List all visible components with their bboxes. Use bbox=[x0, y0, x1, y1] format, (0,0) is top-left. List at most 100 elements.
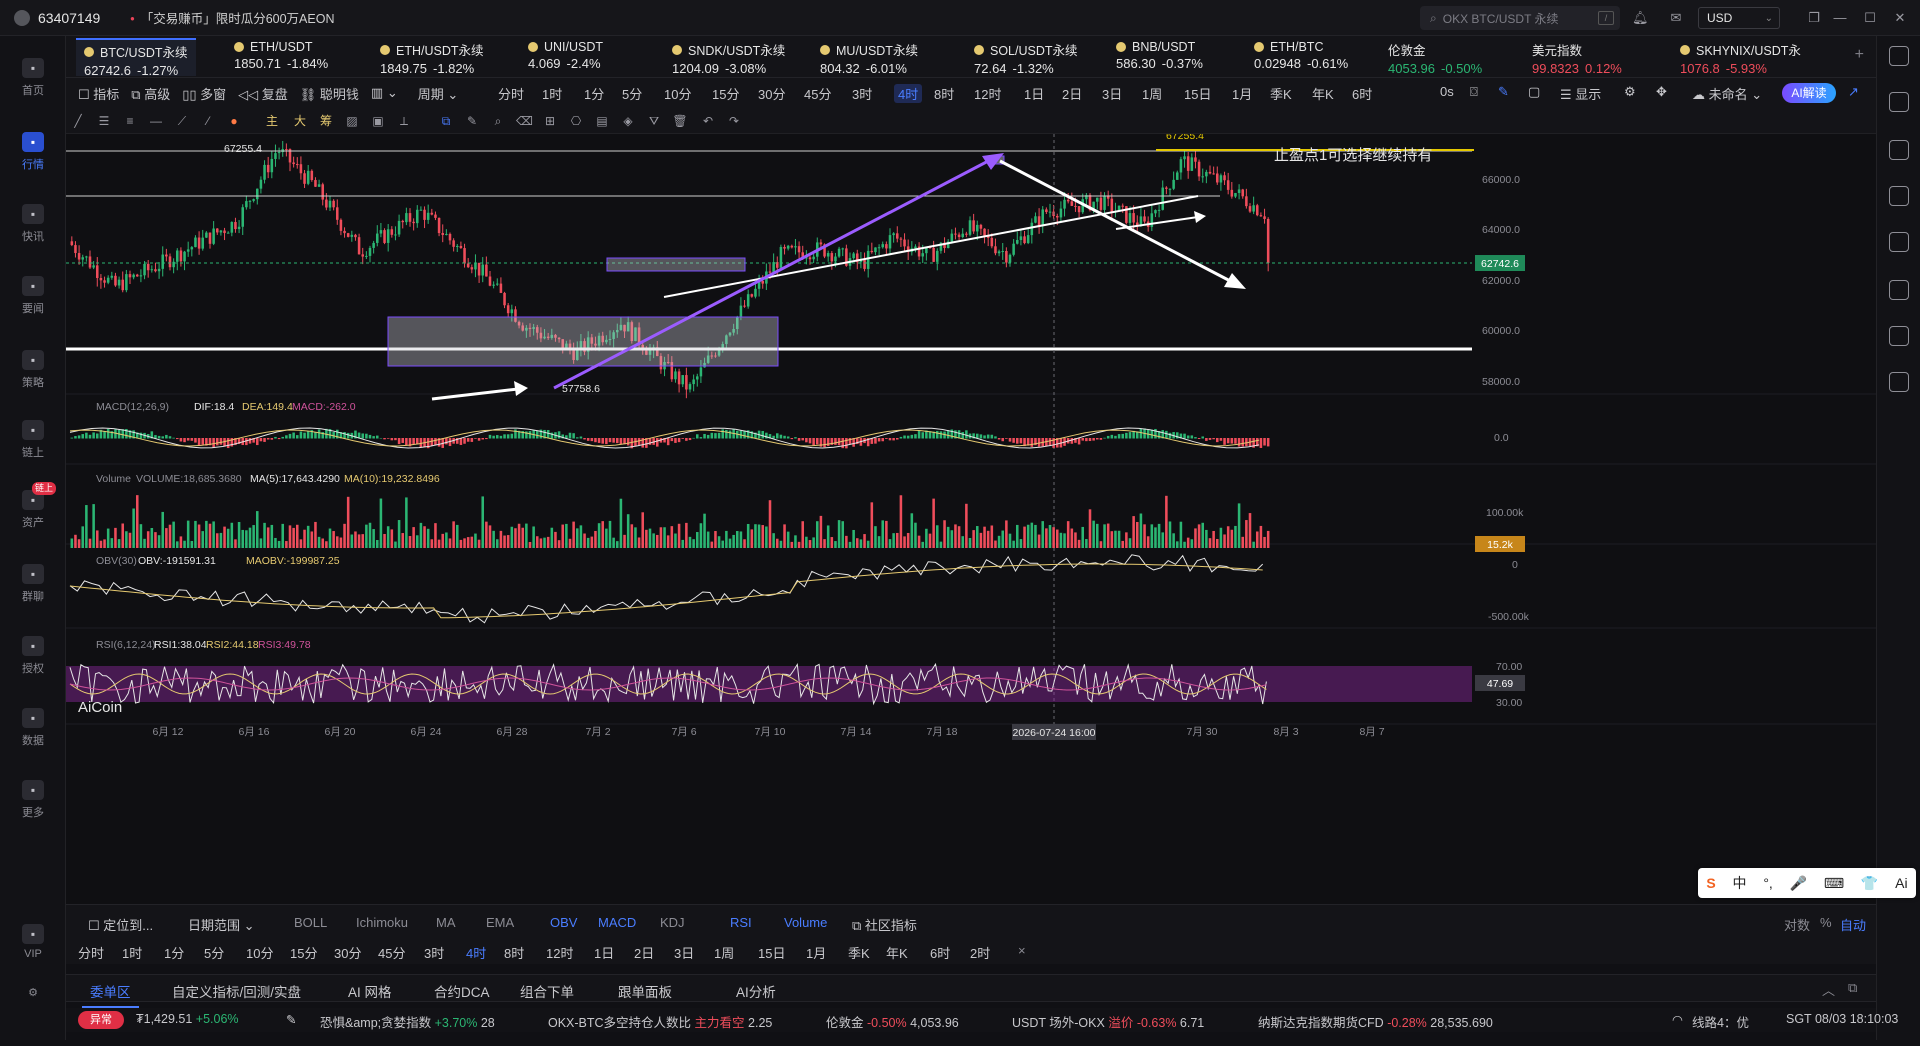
chart-icon[interactable] bbox=[1889, 186, 1909, 206]
community-indicator-button[interactable]: ⧉ 社区指标 bbox=[852, 918, 917, 933]
period-option[interactable]: 5分 bbox=[622, 87, 643, 102]
ticker-tab[interactable]: UNI/USDT 4.069 -2.4% bbox=[520, 38, 611, 76]
camera-icon[interactable]: ⌼ bbox=[1470, 84, 1478, 99]
ime-button[interactable]: 👕 bbox=[1860, 874, 1879, 891]
ticker-tab[interactable]: ETH/USDT永续 1849.75 -1.82% bbox=[372, 38, 492, 76]
filter-icon[interactable]: ⛛ bbox=[648, 114, 660, 128]
period-option[interactable]: 15分 bbox=[712, 87, 740, 102]
bottom-period-option[interactable]: 1月 bbox=[806, 946, 827, 961]
period-option[interactable]: 季K bbox=[1270, 87, 1292, 102]
date-range-button[interactable]: 日期范围 ⌄ bbox=[188, 918, 255, 933]
period-option[interactable]: 15日 bbox=[1184, 87, 1212, 102]
nav-item-0[interactable]: ▪ 首页 bbox=[0, 50, 66, 110]
locate-button[interactable]: ☐ 定位到... bbox=[88, 918, 154, 933]
bottom-period-option[interactable]: 年K bbox=[886, 946, 908, 961]
ticker-tab[interactable]: SNDK/USDT永续 1204.09 -3.08% bbox=[664, 38, 793, 76]
nav-item-5[interactable]: ▪ 链上 bbox=[0, 412, 66, 472]
share-icon[interactable]: ↗ bbox=[1848, 84, 1859, 99]
indicator-icon[interactable] bbox=[1889, 232, 1909, 252]
ime-button[interactable]: Ai bbox=[1895, 875, 1908, 891]
nav-item-1[interactable]: ▪ 行情 bbox=[0, 124, 66, 184]
template-select[interactable]: ☁ 未命名 ⌄ bbox=[1692, 87, 1763, 102]
indicator-toggle[interactable]: MA bbox=[436, 915, 456, 930]
horizontal-lines-icon[interactable]: ☰ bbox=[98, 114, 110, 128]
bottom-period-option[interactable]: 1日 bbox=[594, 946, 615, 961]
maximize-icon[interactable]: ☐ bbox=[1864, 10, 1876, 25]
measure-icon[interactable]: ⟂ bbox=[399, 114, 408, 128]
bottom-period-option[interactable]: 1周 bbox=[714, 946, 735, 961]
calculator-icon[interactable] bbox=[1889, 326, 1909, 346]
close-icon[interactable]: ✕ bbox=[1894, 10, 1906, 25]
trash-icon[interactable]: 🗑︎ bbox=[672, 114, 688, 128]
period-option[interactable]: 30分 bbox=[758, 87, 786, 102]
zoom-icon[interactable]: ⌕ bbox=[494, 114, 502, 128]
bottom-period-option[interactable]: 2时 bbox=[970, 946, 991, 961]
edit-icon[interactable]: ✎ bbox=[286, 1013, 297, 1027]
period-option[interactable]: 年K bbox=[1312, 87, 1334, 102]
period-dropdown[interactable]: 周期 ⌄ bbox=[417, 86, 459, 102]
period-option[interactable]: 4时 bbox=[894, 84, 923, 103]
ime-button[interactable]: 中 bbox=[1732, 875, 1747, 891]
multi-window-button[interactable]: ▯▯ 多窗 bbox=[182, 86, 227, 102]
period-option[interactable]: 1周 bbox=[1142, 87, 1163, 102]
ticker-tab[interactable]: ETH/USDT 1850.71 -1.84% bbox=[226, 38, 336, 76]
promo-banner[interactable]: • 「交易赚币」限时瓜分600万AEON bbox=[130, 8, 334, 27]
period-option[interactable]: 1时 bbox=[542, 87, 563, 102]
list-icon[interactable] bbox=[1889, 46, 1909, 66]
line-status[interactable]: 线路4：优 bbox=[1692, 1016, 1749, 1030]
text-icon[interactable]: 大 bbox=[293, 114, 306, 128]
axis-percent-toggle[interactable]: % bbox=[1820, 915, 1832, 930]
period-option[interactable]: 8时 bbox=[934, 87, 955, 102]
bottom-period-option[interactable]: 45分 bbox=[378, 946, 406, 961]
bottom-period-option[interactable]: 12时 bbox=[546, 946, 574, 961]
nav-item-2[interactable]: ▪ 快讯 bbox=[0, 196, 66, 256]
okx-ratio-item[interactable]: OKX-BTC多空持仓人数比 主力看空 2.25 bbox=[548, 1012, 772, 1031]
bottom-period-option[interactable]: 3时 bbox=[424, 946, 445, 961]
period-option[interactable]: 1分 bbox=[584, 87, 605, 102]
ai-read-button[interactable]: AI解读 bbox=[1782, 83, 1836, 103]
collapse-icon[interactable]: ︿ bbox=[1822, 983, 1836, 998]
ticker-tab[interactable]: ETH/BTC 0.02948 -0.61% bbox=[1246, 38, 1356, 76]
popout-icon[interactable]: ⧉ bbox=[1848, 980, 1858, 995]
parallel-icon[interactable]: ≡ bbox=[126, 114, 134, 128]
magnet-icon[interactable]: ⧉ bbox=[441, 114, 451, 128]
eraser-icon[interactable]: ⌫ bbox=[516, 114, 533, 128]
nav-item-9[interactable]: ▪ 数据 bbox=[0, 700, 66, 760]
bottom-tab[interactable]: 合约DCA bbox=[434, 985, 490, 1000]
bottom-period-option[interactable]: 分时 bbox=[78, 946, 105, 961]
period-option[interactable]: 1日 bbox=[1024, 87, 1045, 102]
ticker-tab[interactable]: MU/USDT永续 804.32 -6.01% bbox=[812, 38, 926, 76]
bottom-tab[interactable]: 跟单面板 bbox=[618, 985, 672, 1000]
period-option[interactable]: 6时 bbox=[1352, 87, 1373, 102]
crosshair-icon[interactable]: ✥ bbox=[1656, 84, 1667, 99]
bottom-period-option[interactable]: 5分 bbox=[204, 946, 225, 961]
ticker-tab[interactable]: 伦敦金 4053.96 -0.50% bbox=[1380, 38, 1490, 76]
chart-type-button[interactable]: ▥ ⌄ bbox=[370, 85, 398, 100]
bottom-period-option[interactable]: 15分 bbox=[290, 946, 318, 961]
robot-icon[interactable] bbox=[1889, 280, 1909, 300]
fear-greed-item[interactable]: 恐惧&amp;贪婪指数 +3.70% 28 bbox=[320, 1012, 495, 1031]
period-option[interactable]: 分时 bbox=[498, 87, 525, 102]
indicator-toggle[interactable]: MACD bbox=[598, 915, 637, 930]
axis-log-toggle[interactable]: 对数 bbox=[1784, 918, 1811, 933]
trend-icon[interactable]: ⟋ bbox=[177, 114, 187, 128]
fan-icon[interactable]: 筹 bbox=[319, 114, 332, 128]
indicator-button[interactable]: ☐ 指标 bbox=[78, 86, 120, 102]
shape-icon[interactable]: ▣ bbox=[372, 114, 384, 128]
display-button[interactable]: ☰ 显示 bbox=[1560, 87, 1602, 102]
bottom-period-option[interactable]: 30分 bbox=[334, 946, 362, 961]
indicator-toggle[interactable]: KDJ bbox=[660, 915, 685, 930]
currency-select[interactable]: USD ⌄ bbox=[1698, 7, 1780, 29]
bottom-period-option[interactable]: 1分 bbox=[164, 946, 185, 961]
lock-icon[interactable]: ✎ bbox=[466, 114, 478, 128]
bottom-tab[interactable]: 自定义指标/回测/实盘 bbox=[172, 985, 302, 1000]
period-option[interactable]: 12时 bbox=[974, 87, 1002, 102]
replay-button[interactable]: ◁◁ 复盘 bbox=[238, 86, 288, 102]
advanced-button[interactable]: ⧉ 高级 bbox=[131, 86, 171, 102]
indicator-toggle[interactable]: Volume bbox=[784, 915, 828, 930]
pencil-icon[interactable]: ✎ bbox=[1498, 84, 1509, 99]
mail-icon[interactable]: ✉︎ bbox=[1670, 10, 1682, 25]
bottom-period-option[interactable]: 2日 bbox=[634, 946, 655, 961]
bottom-period-option[interactable]: 4时 bbox=[466, 946, 487, 961]
layers-icon[interactable]: ◈ bbox=[623, 114, 633, 128]
